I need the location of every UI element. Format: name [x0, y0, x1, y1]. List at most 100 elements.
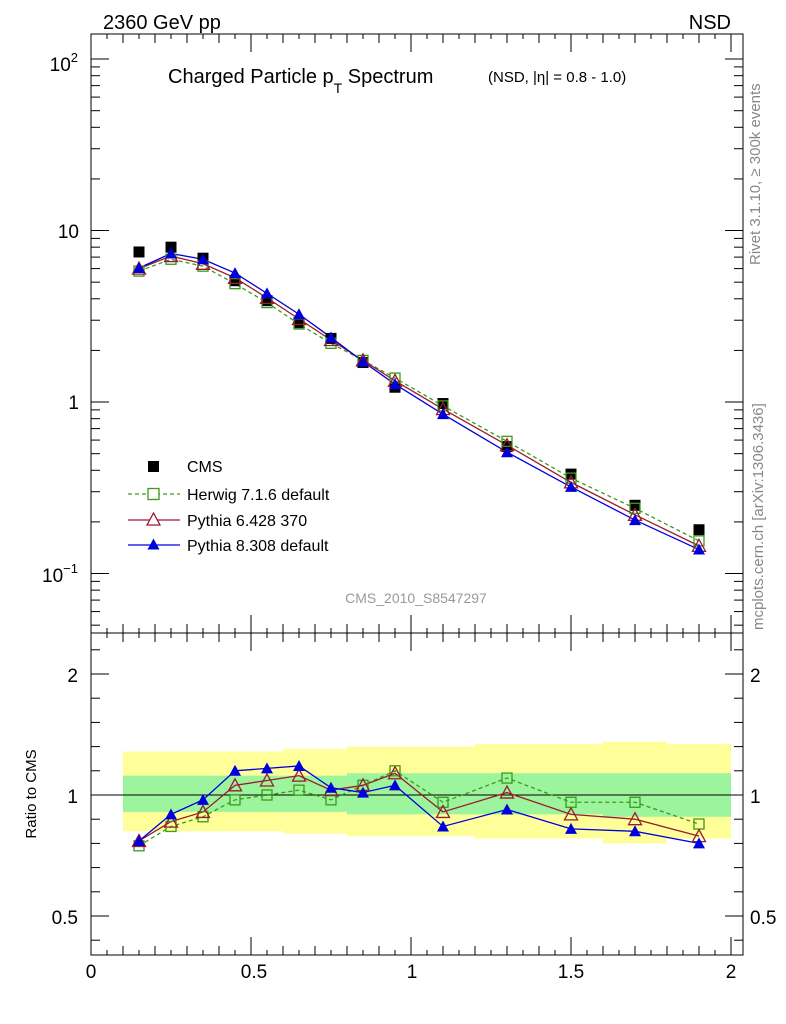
data-point-pythia-6-428-370 [163, 813, 179, 828]
data-point-herwig-7-1-6-default [293, 784, 305, 796]
data-point-cms [229, 275, 241, 287]
data-point-herwig-7-1-6-default [229, 794, 241, 806]
main-series-layer [131, 241, 707, 555]
legend-label-pythia8: Pythia 8.308 default [187, 538, 329, 555]
data-point-pythia-8-308-default [293, 759, 305, 771]
data-point-pythia-6-428-370 [227, 777, 243, 792]
title-subscript-text: T [334, 80, 343, 96]
data-point-cms [293, 317, 305, 329]
rivet-label: Rivet 3.1.10, ≥ 300k events [747, 83, 764, 265]
data-point-cms [165, 241, 177, 253]
data-point-cms [261, 295, 273, 307]
legend-entry-pythia8: Pythia 8.308 default [128, 538, 329, 555]
x-tick-label-2: 2 [726, 962, 737, 983]
ratio-tick-label-right-0.5: 0.5 [750, 908, 776, 929]
main-ticks [90, 34, 743, 633]
legend-entry-herwig: Herwig 7.1.6 default [128, 487, 330, 504]
ratio-tick-label-right-1: 1 [750, 787, 761, 808]
data-point-pythia-8-308-default [501, 446, 513, 458]
inner-band [155, 775, 187, 812]
data-point-cms [693, 524, 705, 536]
data-point-herwig-7-1-6-default [197, 811, 209, 823]
series-line-pythia-8-308-default [138, 765, 700, 845]
y-tick-label-1: 1 [68, 393, 79, 414]
data-point-herwig-7-1-6-default [165, 820, 177, 833]
data-point-pythia-8-308-default [629, 825, 641, 837]
watermark: CMS_2010_S8547297 [345, 590, 487, 606]
data-point-pythia-8-308-default [325, 331, 337, 343]
data-point-herwig-7-1-6-default [693, 818, 705, 830]
data-point-pythia-8-308-default [565, 480, 577, 492]
x-tick-label-1.5: 1.5 [558, 962, 584, 983]
y-tick-label-100: 102 [50, 50, 78, 76]
title-note: (NSD, |η| = 0.8 - 1.0) [488, 69, 626, 86]
title-main-text: Charged Particle p [168, 66, 334, 88]
data-point-pythia-8-308-default [197, 793, 209, 805]
data-point-pythia-8-308-default [389, 378, 401, 390]
ratio-uncertainty-bands [123, 741, 731, 844]
data-point-pythia-6-428-370 [291, 767, 307, 782]
data-point-pythia-6-428-370 [627, 811, 643, 826]
data-point-pythia-8-308-default [501, 803, 513, 815]
data-point-herwig-7-1-6-default [629, 796, 641, 808]
data-point-pythia-8-308-default [437, 408, 449, 420]
data-point-pythia-8-308-default [389, 779, 401, 791]
mcplots-label: mcplots.cern.ch [arXiv:1306.3436] [750, 403, 767, 630]
process-label: NSD [689, 12, 731, 34]
data-point-pythia-6-428-370 [387, 765, 403, 780]
data-point-pythia-8-308-default [133, 261, 145, 273]
data-point-herwig-7-1-6-default [437, 796, 449, 808]
data-point-herwig-7-1-6-default [261, 789, 273, 801]
x-tick-label-0.5: 0.5 [241, 962, 267, 983]
data-point-pythia-8-308-default [229, 267, 241, 279]
data-point-pythia-8-308-default [293, 308, 305, 320]
data-point-pythia-6-428-370 [131, 833, 147, 848]
legend-label-pythia6: Pythia 6.428 370 [187, 513, 307, 530]
inner-band [123, 775, 155, 812]
title-tail-text: Spectrum [342, 66, 433, 88]
data-point-herwig-7-1-6-default [629, 502, 641, 514]
y-tick-label-10: 10 [58, 222, 79, 243]
ratio-tick-label-1: 1 [67, 787, 78, 808]
data-point-pythia-8-308-default [693, 543, 705, 555]
legend-label-herwig: Herwig 7.1.6 default [187, 487, 330, 504]
data-point-pythia-8-308-default [197, 253, 209, 265]
data-point-pythia-8-308-default [437, 820, 449, 832]
ratio-panel-frame [90, 632, 744, 956]
data-point-pythia-8-308-default [165, 247, 177, 259]
data-point-cms [133, 246, 145, 258]
inner-band [315, 775, 347, 812]
data-point-pythia-8-308-default [229, 764, 241, 776]
data-point-herwig-7-1-6-default [565, 796, 577, 808]
data-point-cms [629, 499, 641, 511]
data-point-pythia-8-308-default [261, 287, 273, 299]
data-point-pythia-8-308-default [357, 355, 369, 367]
data-point-pythia-8-308-default [693, 837, 705, 849]
legend-label-cms: CMS [187, 459, 223, 476]
legend-entry-pythia6: Pythia 6.428 370 [128, 511, 307, 530]
data-point-pythia-8-308-default [261, 762, 273, 774]
data-point-pythia-6-428-370 [499, 784, 515, 799]
data-point-pythia-6-428-370 [259, 772, 275, 787]
ratio-series-layer [131, 759, 707, 852]
data-point-herwig-7-1-6-default [501, 772, 513, 784]
energy-label: 2360 GeV pp [103, 12, 221, 34]
data-point-pythia-6-428-370 [435, 804, 451, 819]
data-point-pythia-8-308-default [133, 834, 145, 846]
main-panel-title: Charged Particle pT Spectrum [168, 66, 433, 96]
legend: CMS Herwig 7.1.6 default Pythia 6.428 37… [128, 459, 330, 555]
data-point-herwig-7-1-6-default [325, 794, 337, 806]
data-point-pythia-8-308-default [629, 514, 641, 526]
data-point-pythia-8-308-default [325, 781, 337, 793]
data-point-pythia-8-308-default [357, 786, 369, 798]
y-tick-label-0.1: 10−1 [42, 561, 78, 587]
data-point-pythia-6-428-370 [563, 806, 579, 821]
ratio-tick-label-2: 2 [67, 666, 78, 687]
x-tick-label-1: 1 [407, 962, 418, 983]
series-line-pythia-6-428-370 [138, 772, 700, 842]
ratio-y-label: Ratio to CMS [23, 749, 40, 838]
data-point-pythia-8-308-default [565, 822, 577, 834]
ratio-tick-label-right-2: 2 [750, 666, 761, 687]
data-point-cms [565, 468, 577, 480]
